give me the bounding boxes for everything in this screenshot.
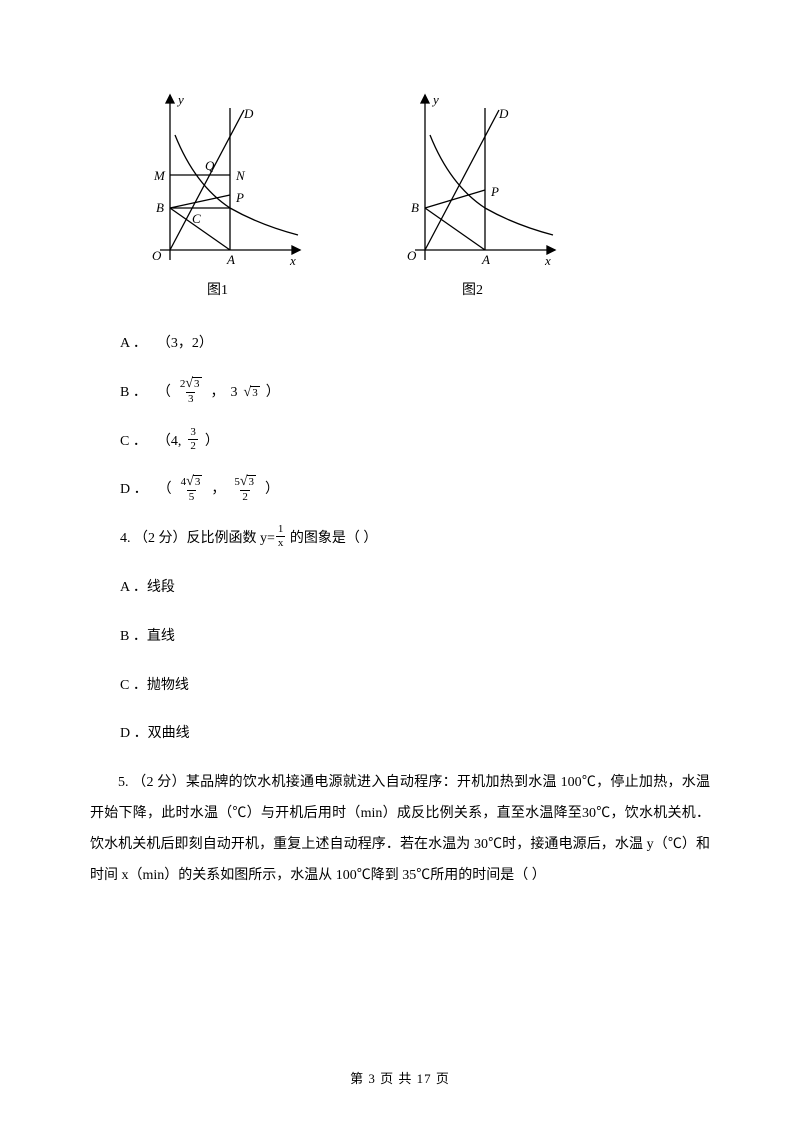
q3-c-open: （4,: [157, 427, 182, 458]
q3-d-frac1: 4√3 5: [179, 475, 205, 503]
label-O2: O: [407, 248, 417, 263]
q3-b-letter: B ．: [120, 378, 147, 409]
q3-b-frac1: 2√3 3: [178, 377, 204, 405]
label-B2: B: [411, 200, 419, 215]
label-D2: D: [498, 106, 509, 121]
q4-num: 1: [276, 524, 286, 536]
q3-a-text: （3，2）: [157, 329, 213, 360]
axis-y-1: y: [176, 92, 184, 107]
figure-1-label: 图1: [207, 279, 228, 299]
figure-1-svg: O A B C D M N P Q x y: [130, 90, 305, 275]
q3-d-r2: 3: [247, 475, 257, 489]
q3-d-letter: D ．: [120, 475, 148, 506]
label-M: M: [153, 168, 166, 183]
q3-option-b: B ． （ 2√3 3 ， 3√3 ）: [120, 378, 710, 409]
q3-b-close: ）: [266, 378, 280, 409]
label-P2: P: [490, 184, 499, 199]
label-P: P: [235, 190, 244, 205]
q4-pre: 4. （2 分）反比例函数 y=: [120, 531, 275, 546]
q3-a-letter: A ．: [120, 329, 147, 360]
label-O: O: [152, 248, 162, 263]
q3-d-d1: 5: [187, 490, 197, 503]
q3-d-comma: ，: [211, 475, 225, 506]
figure-1: O A B C D M N P Q x y 图1: [130, 90, 305, 299]
q4-frac: 1x: [276, 524, 286, 549]
label-Q: Q: [205, 158, 215, 173]
q4-option-c: C ．抛物线: [120, 671, 710, 702]
q3-option-d: D ． （ 4√3 5 ， 5√3 2 ）: [120, 475, 710, 506]
q3-c-num: 3: [188, 427, 198, 439]
label-B: B: [156, 200, 164, 215]
q3-d-open: （: [158, 475, 172, 506]
q3-d-r1: 3: [193, 475, 203, 489]
q3-c-den: 2: [188, 439, 198, 452]
label-C: C: [192, 211, 201, 226]
diagram-row: O A B C D M N P Q x y 图1: [130, 90, 710, 299]
q3-c-close: ）: [205, 427, 219, 458]
label-A: A: [226, 252, 235, 267]
q3-option-a: A ． （3，2）: [120, 329, 710, 360]
q4-option-a: A ．线段: [120, 573, 710, 604]
q3-b-sqrt2: √3: [244, 386, 260, 400]
q3-d-close: ）: [265, 475, 279, 506]
axis-x-2: x: [544, 253, 551, 268]
figure-2-svg: O A B D P x y: [385, 90, 560, 275]
figure-2: O A B D P x y 图2: [385, 90, 560, 299]
label-N: N: [235, 168, 246, 183]
q3-d-d2: 2: [240, 490, 250, 503]
q3-b-coef2: 3: [231, 378, 238, 409]
q3-b-r2: 3: [250, 386, 260, 400]
q4-stem: 4. （2 分）反比例函数 y=1x 的图象是（ ）: [120, 524, 710, 555]
q5-stem: 5. （2 分）某品牌的饮水机接通电源就进入自动程序：开机加热到水温 100℃，…: [90, 768, 710, 891]
label-A2: A: [481, 252, 490, 267]
q4-den: x: [276, 536, 286, 549]
q4-post: 的图象是（ ）: [286, 531, 377, 546]
q3-b-open: （: [157, 378, 171, 409]
axis-x-1: x: [289, 253, 296, 268]
label-D: D: [243, 106, 254, 121]
axis-y-2: y: [431, 92, 439, 107]
q3-b-r1: 3: [192, 377, 202, 391]
figure-2-label: 图2: [462, 279, 483, 299]
q3-c-letter: C ．: [120, 427, 147, 458]
q3-b-d1: 3: [186, 392, 196, 405]
page-footer: 第 3 页 共 17 页: [0, 1068, 800, 1087]
q3-c-frac: 3 2: [188, 427, 198, 452]
q4-option-d: D ．双曲线: [120, 719, 710, 750]
q3-b-comma: ，: [211, 378, 225, 409]
q4-option-b: B ．直线: [120, 622, 710, 653]
q3-d-frac2: 5√3 2: [232, 475, 258, 503]
q3-option-c: C ． （4, 3 2 ）: [120, 427, 710, 458]
